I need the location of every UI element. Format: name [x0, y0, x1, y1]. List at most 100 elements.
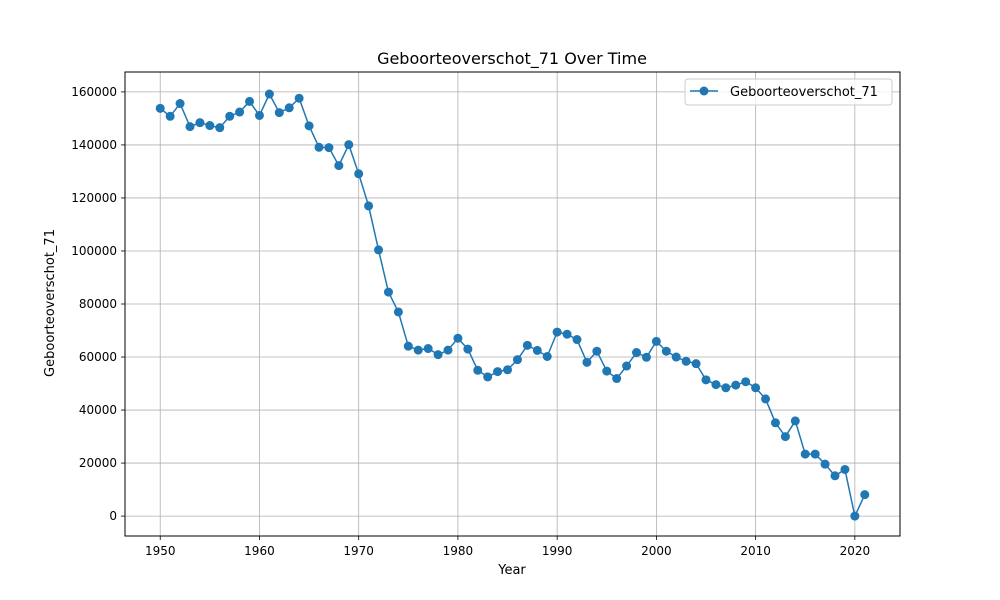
data-point: [512, 355, 522, 365]
data-point: [473, 365, 483, 375]
data-point: [304, 121, 314, 131]
y-axis: 0 20000 40000 60000 80000 100000 120000 140000 1…: [71, 85, 125, 523]
data-point: [800, 449, 810, 459]
data-point: [562, 329, 572, 339]
data-point: [850, 511, 860, 521]
x-tick-label: 1990: [542, 544, 573, 558]
data-point: [701, 375, 711, 385]
data-point: [651, 336, 661, 346]
x-axis-label: Year: [497, 563, 526, 578]
data-point: [245, 96, 255, 106]
data-point: [751, 383, 761, 393]
data-point: [493, 367, 503, 377]
data-point: [403, 341, 413, 351]
data-point: [622, 361, 632, 371]
chart-title: Geboorteoverschot_71 Over Time: [377, 49, 647, 69]
data-point: [185, 122, 195, 132]
data-point: [344, 140, 354, 150]
x-tick-label: 2000: [641, 544, 672, 558]
data-point: [483, 372, 493, 382]
data-point: [632, 348, 642, 358]
y-tick-label: 100000: [71, 244, 117, 258]
data-point: [552, 327, 562, 337]
data-point: [195, 118, 205, 128]
data-point: [840, 464, 850, 474]
data-point: [413, 345, 423, 355]
data-point: [205, 121, 215, 131]
y-tick-label: 20000: [79, 456, 117, 470]
y-tick-label: 40000: [79, 403, 117, 417]
y-axis-label: Geboorteoverschot_71: [43, 229, 58, 377]
y-tick-label: 140000: [71, 138, 117, 152]
legend-label: Geboorteoverschot_71: [730, 85, 878, 100]
data-point: [602, 366, 612, 376]
series-group: [155, 89, 870, 521]
x-tick-label: 1950: [145, 544, 176, 558]
data-point: [453, 333, 463, 343]
data-point: [215, 123, 225, 133]
data-point: [254, 110, 264, 120]
data-point: [820, 459, 830, 469]
data-point: [542, 352, 552, 361]
data-point: [790, 416, 800, 426]
data-point: [463, 344, 473, 354]
data-point: [681, 356, 691, 366]
data-point: [741, 377, 751, 387]
series-line: [159, 93, 866, 517]
data-point: [770, 418, 780, 428]
y-tick-label: 80000: [79, 297, 117, 311]
x-tick-label: 2010: [740, 544, 771, 558]
data-point: [175, 99, 185, 109]
data-point: [225, 111, 235, 121]
data-point: [780, 432, 790, 442]
x-tick-label: 1970: [343, 544, 374, 558]
data-point: [641, 352, 651, 362]
data-point: [443, 345, 453, 355]
data-point: [532, 345, 542, 355]
legend-marker: [699, 86, 709, 96]
data-point: [860, 490, 870, 500]
data-point: [334, 161, 344, 171]
y-tick-label: 60000: [79, 350, 117, 364]
data-point: [671, 352, 681, 362]
data-point: [522, 340, 532, 350]
data-point: [721, 383, 731, 393]
grid-lines: [125, 72, 900, 536]
y-tick-label: 120000: [71, 191, 117, 205]
x-axis: 1950 1960 1970 1980 1990 2000 2010 2020: [145, 536, 870, 558]
data-point: [761, 394, 771, 404]
x-tick-label: 1980: [443, 544, 474, 558]
data-point: [393, 307, 403, 317]
data-point: [383, 287, 393, 297]
data-point: [691, 359, 701, 369]
data-point: [433, 350, 443, 360]
data-point: [423, 344, 433, 354]
data-point: [165, 111, 175, 121]
data-point: [155, 103, 165, 113]
data-point: [235, 107, 245, 117]
data-point: [572, 335, 582, 345]
y-tick-label: 0: [109, 509, 117, 523]
y-tick-label: 160000: [71, 85, 117, 99]
data-point: [582, 357, 592, 367]
data-point: [324, 143, 334, 153]
data-point: [661, 346, 671, 356]
data-point: [503, 365, 513, 375]
data-point: [612, 374, 622, 384]
data-point: [830, 471, 840, 481]
data-point: [374, 245, 384, 255]
data-point: [314, 142, 324, 152]
data-point: [294, 93, 304, 103]
data-point: [810, 449, 820, 459]
x-tick-label: 2020: [840, 544, 871, 558]
data-point: [592, 346, 602, 356]
data-point: [711, 380, 721, 390]
data-point: [354, 169, 364, 179]
x-tick-label: 1960: [244, 544, 275, 558]
data-point: [731, 380, 741, 390]
data-point: [274, 108, 284, 118]
data-point: [284, 103, 294, 113]
plot-frame: [124, 71, 901, 537]
data-point: [264, 89, 274, 99]
